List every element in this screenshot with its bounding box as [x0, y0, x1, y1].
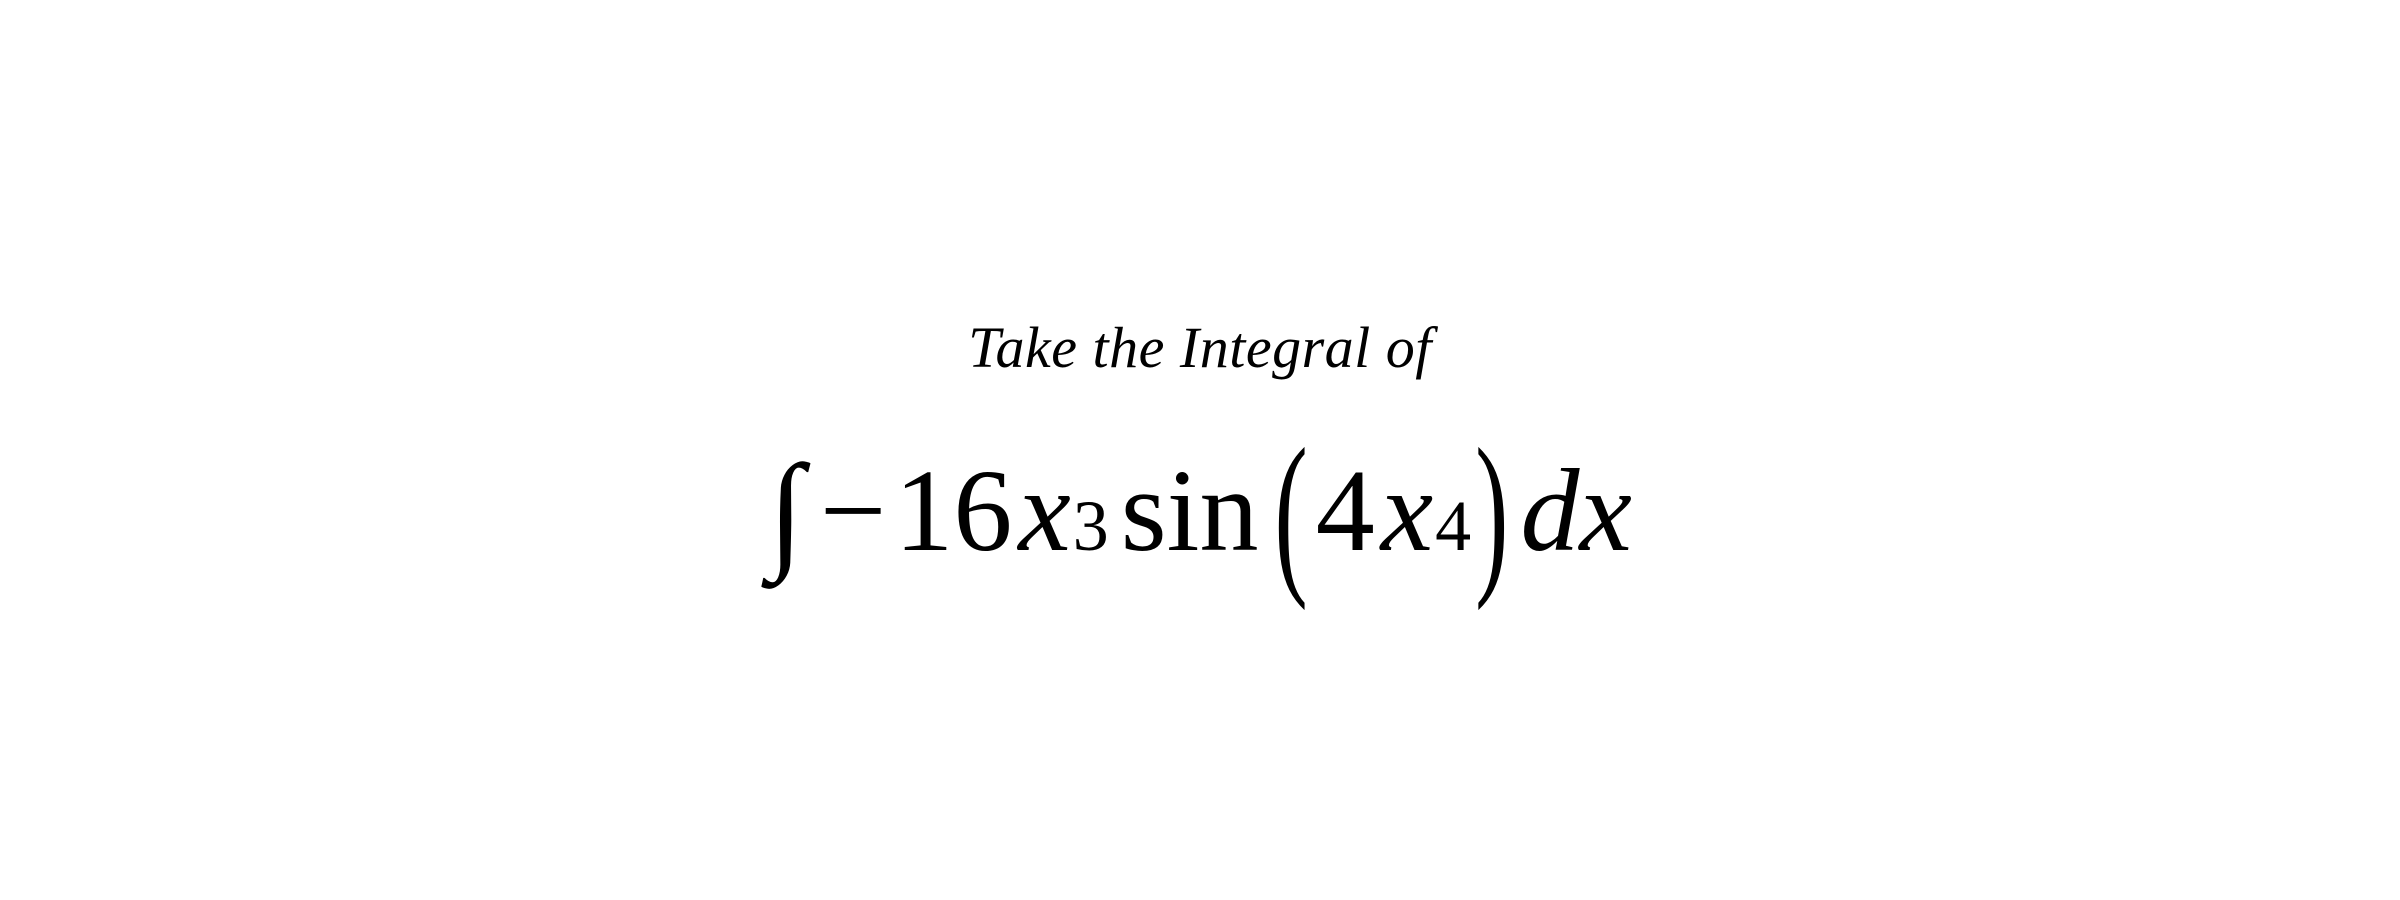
differential-d: d	[1520, 445, 1579, 576]
coefficient-4: 4	[1316, 443, 1375, 579]
prompt-label: Take the Integral of	[968, 315, 1432, 380]
exponent-4: 4	[1435, 485, 1471, 568]
variable-x-1: x	[1018, 443, 1070, 579]
leading-term: − 16 x 3	[816, 443, 1109, 579]
integral-expression: ∫ − 16 x 3 sin ( 4 x 4 ) dx	[768, 436, 1632, 586]
inner-term: 4 x 4	[1312, 443, 1471, 579]
prompt-text: Take the Integral of	[968, 314, 1432, 381]
exponent-3: 3	[1073, 485, 1109, 568]
function-sin: sin	[1121, 443, 1259, 579]
coefficient-16: 16	[894, 443, 1012, 579]
paren-left: (	[1274, 408, 1307, 615]
paren-right: )	[1475, 408, 1508, 615]
variable-x-2: x	[1381, 443, 1433, 579]
differential: dx	[1520, 443, 1631, 579]
differential-x: x	[1579, 445, 1631, 576]
minus-sign: −	[820, 443, 887, 579]
integral-symbol: ∫	[768, 436, 804, 586]
